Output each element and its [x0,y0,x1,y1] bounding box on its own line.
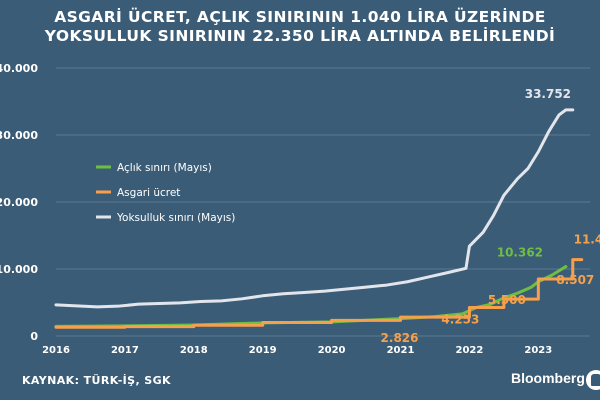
chart-title-line-1: ASGARİ ÜCRET, AÇLIK SINIRININ 1.040 LİRA… [54,8,546,26]
brand-logo-text: Bloomberg [511,370,585,386]
y-tick-label: 30.000 [0,129,38,142]
x-tick-label: 2020 [318,345,346,356]
x-tick-label: 2016 [42,345,70,356]
x-tick-label: 2018 [180,345,208,356]
data-label: 2.826 [381,331,419,345]
data-label: 33.752 [525,87,571,101]
chart-title: ASGARİ ÜCRET, AÇLIK SINIRININ 1.040 LİRA… [0,8,600,46]
ht-emblem-icon [586,370,600,390]
x-tick-label: 2023 [524,345,552,356]
legend-label-wage: Asgari ücret [117,187,180,199]
series-line-hunger [54,265,568,328]
y-tick-label: 0 [30,330,38,343]
legend-label-poverty: Yoksulluk sınırı (Mayıs) [116,212,235,224]
data-label: 8.507 [556,273,594,287]
x-tick-label: 2022 [455,345,483,356]
series-line-wage [54,258,584,329]
series-line-poverty [54,108,575,309]
x-tick-label: 2021 [387,345,415,356]
y-tick-label: 40.000 [0,62,38,75]
legend-label-hunger: Açlık sınırı (Mayıs) [117,162,212,174]
x-tick-label: 2017 [111,345,139,356]
y-tick-label: 20.000 [0,196,38,209]
data-label: 11.402 [574,233,600,247]
data-label: 4.253 [441,313,479,327]
source-note: KAYNAK: TÜRK-İŞ, SGK [22,374,171,387]
chart-title-line-2: YOKSULLUK SINIRININ 22.350 LİRA ALTINDA … [44,27,556,45]
data-label: 5.500 [488,293,526,307]
y-tick-label: 10.000 [0,263,38,276]
x-tick-label: 2019 [249,345,277,356]
data-label: 10.362 [497,246,543,260]
